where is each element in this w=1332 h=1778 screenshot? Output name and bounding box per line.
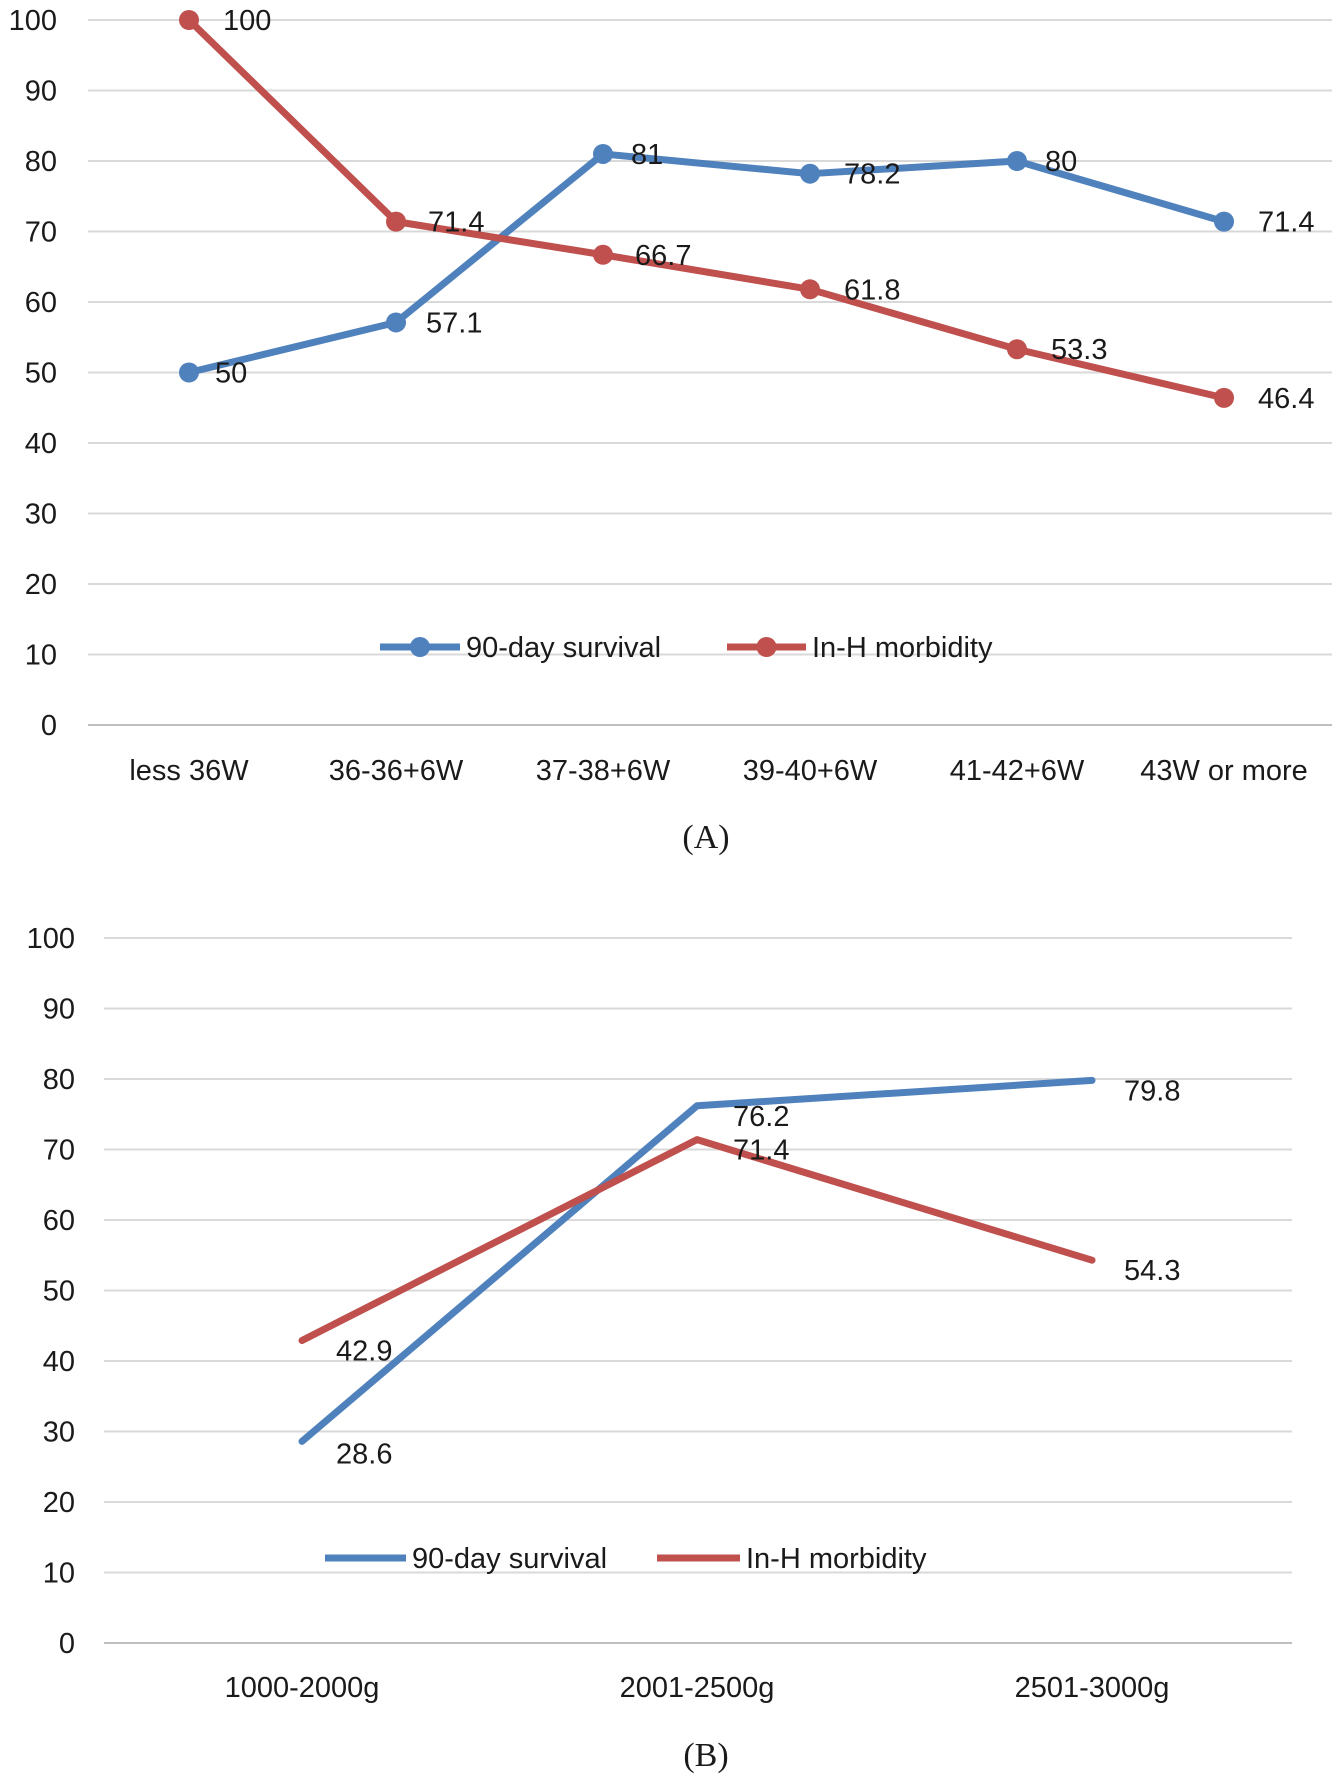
chart-b-data-label: 42.9 [336, 1336, 392, 1368]
chart-a-data-label: 61.8 [844, 274, 900, 306]
chart-a-data-label: 53.3 [1051, 334, 1107, 366]
chart-a-xtick-label: 43W or more [1140, 755, 1308, 787]
chart-b-title: (B) [683, 1737, 728, 1774]
chart-b-data-label: 79.8 [1124, 1075, 1180, 1107]
chart-b-ytick-label: 50 [43, 1276, 75, 1308]
chart-b-ytick-label: 90 [43, 994, 75, 1026]
chart-a-series-1-marker [179, 10, 199, 30]
chart-a-series-0-marker [1007, 151, 1027, 171]
chart-a-series-1-marker [593, 244, 613, 265]
chart-b-ytick-label: 0 [59, 1628, 75, 1660]
chart-b-ytick-label: 40 [43, 1346, 75, 1378]
chart-a-series-0-marker [800, 163, 820, 184]
chart-a-series-1-marker [386, 211, 406, 232]
chart-b-data-label: 54.3 [1124, 1255, 1180, 1287]
chart-a-xtick-label: 37-38+6W [536, 755, 671, 787]
chart-a-ytick-label: 10 [25, 640, 57, 672]
chart-b-ytick-label: 20 [43, 1487, 75, 1519]
chart-a-series-0-marker [386, 312, 406, 333]
chart-a-data-label: 71.4 [428, 207, 484, 239]
chart-a-ytick-label: 100 [9, 5, 57, 37]
chart-a-data-label: 46.4 [1258, 383, 1314, 415]
chart-a-xtick-label: 41-42+6W [950, 755, 1085, 787]
chart-a-ytick-label: 20 [25, 569, 57, 601]
chart-b: 0 10 20 30 40 50 60 70 80 90 100 1000-2000g 2001-250… [27, 923, 1292, 1704]
chart-a-xtick-label: 36-36+6W [329, 755, 464, 787]
chart-a-series-1-marker [800, 279, 820, 300]
chart-a-data-label: 81 [631, 139, 663, 171]
chart-a-legend-marker [756, 637, 777, 657]
chart-a-series-1-marker [1007, 339, 1027, 360]
chart-a-ytick-label: 40 [25, 428, 57, 460]
chart-b-series-line-1 [298, 1136, 1096, 1345]
chart-a-ytick-label: 90 [25, 76, 57, 108]
chart-a-data-label: 50 [215, 358, 247, 390]
chart-b-legend-label: In-H morbidity [746, 1543, 927, 1575]
chart-b-xtick-label: 2501-3000g [1015, 1672, 1170, 1704]
chart-a-series-line-1 [185, 16, 1228, 402]
chart-a-xtick-label: less 36W [129, 755, 249, 787]
chart-b-ytick-label: 30 [43, 1417, 75, 1449]
chart-a-xtick-label: 39-40+6W [743, 755, 878, 787]
chart-a-data-label: 71.4 [1258, 207, 1314, 239]
chart-a-legend-label: In-H morbidity [812, 632, 993, 664]
chart-b-data-label: 28.6 [336, 1438, 392, 1470]
chart-a-series-0-marker [1214, 211, 1234, 232]
chart-a-data-label: 78.2 [844, 159, 900, 191]
chart-a-ytick-label: 70 [25, 217, 57, 249]
chart-a: 0 10 20 30 40 50 60 70 80 90 100 less 36W 36-36+6W 37… [9, 5, 1332, 787]
chart-b-xtick-label: 2001-2500g [620, 1672, 775, 1704]
chart-b-ytick-label: 80 [43, 1064, 75, 1096]
chart-a-data-label: 80 [1045, 146, 1077, 178]
chart-b-ytick-label: 100 [27, 923, 75, 955]
chart-a-data-label: 100 [223, 5, 271, 37]
chart-b-series-line-0 [298, 1076, 1096, 1445]
chart-b-ytick-label: 10 [43, 1558, 75, 1590]
chart-b-data-label: 76.2 [733, 1101, 789, 1133]
chart-a-ytick-label: 50 [25, 358, 57, 390]
chart-b-ytick-label: 70 [43, 1135, 75, 1167]
chart-a-data-label: 66.7 [635, 240, 691, 272]
chart-a-legend-label: 90-day survival [466, 632, 661, 664]
chart-b-ytick-label: 60 [43, 1205, 75, 1237]
chart-a-title: (A) [682, 819, 729, 856]
chart-a-series-0-marker [179, 362, 199, 383]
chart-b-xtick-label: 1000-2000g [225, 1672, 380, 1704]
chart-a-series-1-marker [1214, 387, 1234, 408]
chart-a-ytick-label: 30 [25, 499, 57, 531]
chart-a-series-0-marker [593, 143, 613, 164]
chart-a-ytick-label: 60 [25, 287, 57, 319]
chart-b-data-label: 71.4 [733, 1135, 789, 1167]
chart-a-series-line-0 [185, 150, 1228, 376]
chart-a-ytick-label: 0 [41, 710, 57, 742]
chart-a-legend-marker [410, 637, 430, 657]
chart-a-data-label: 57.1 [426, 307, 482, 339]
chart-b-legend-label: 90-day survival [412, 1543, 607, 1575]
chart-a-ytick-label: 80 [25, 146, 57, 178]
